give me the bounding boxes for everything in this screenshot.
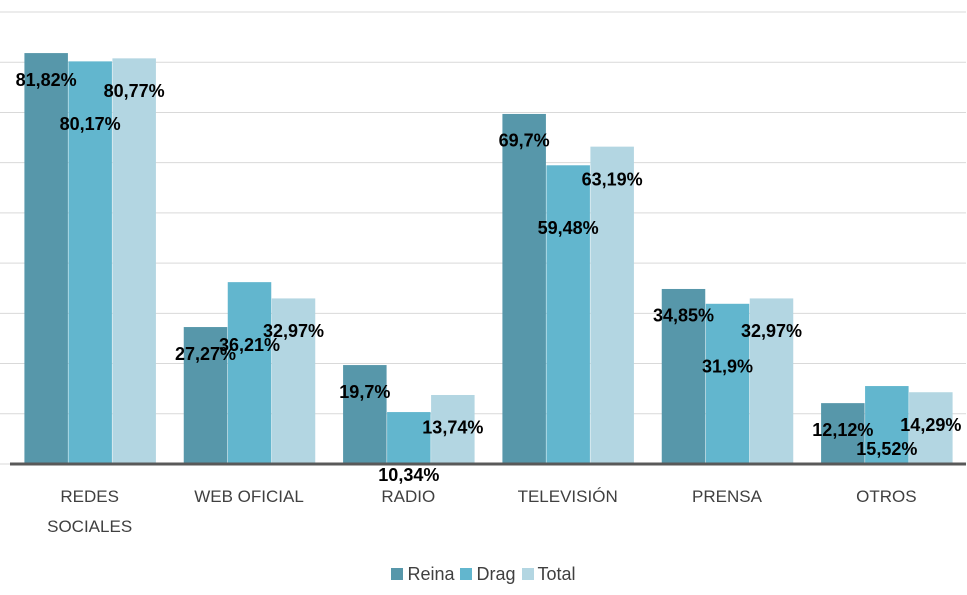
data-label: 80,77% — [104, 81, 165, 101]
data-label: 32,97% — [263, 321, 324, 341]
bar — [705, 303, 750, 464]
bar — [227, 282, 272, 464]
data-label: 13,74% — [422, 418, 483, 438]
data-label: 59,48% — [538, 218, 599, 238]
bar — [431, 394, 475, 464]
bar — [112, 58, 156, 465]
bar — [183, 327, 228, 464]
bar — [546, 165, 590, 464]
legend-swatch — [521, 568, 534, 580]
bar — [24, 53, 68, 464]
data-label: 63,19% — [582, 169, 643, 189]
data-label: 69,7% — [499, 131, 550, 151]
x-tick-label: OTROS — [856, 487, 917, 506]
x-tick-label: RADIO — [381, 487, 436, 506]
data-label: 34,85% — [653, 306, 714, 326]
legend: Reina Drag Total — [0, 564, 967, 585]
data-label: 14,29% — [900, 415, 961, 435]
legend-label: Drag — [476, 564, 516, 584]
x-tick-label: REDES SOCIALES — [47, 487, 133, 536]
data-label: 12,12% — [812, 420, 873, 440]
bar — [661, 288, 706, 464]
data-label: 80,17% — [60, 114, 121, 134]
bar — [343, 365, 387, 464]
data-label: 15,52% — [856, 439, 917, 459]
data-label: 31,9% — [702, 357, 753, 377]
bar — [271, 298, 316, 464]
bar — [590, 146, 634, 464]
legend-item: Reina — [391, 564, 454, 585]
data-label: 81,82% — [16, 70, 77, 90]
bar — [68, 61, 112, 465]
bar — [387, 412, 431, 464]
data-label: 32,97% — [741, 321, 802, 341]
legend-label: Reina — [407, 564, 455, 584]
x-tick-label: TELEVISIÓN — [517, 487, 618, 506]
legend-item: Drag — [460, 564, 516, 585]
bar — [502, 113, 546, 464]
legend-swatch — [460, 568, 473, 580]
bar — [909, 392, 953, 464]
legend-label: Total — [537, 564, 576, 584]
bar — [821, 403, 865, 464]
data-label: 10,34% — [378, 465, 439, 485]
data-label: 19,7% — [339, 382, 390, 402]
legend-swatch — [391, 568, 404, 580]
x-tick-label: PRENSA — [692, 487, 762, 506]
data-label: 27,27% — [175, 344, 236, 364]
x-tick-label: WEB OFICIAL — [194, 487, 304, 506]
bar — [865, 386, 909, 464]
bar — [749, 298, 794, 464]
data-label: 36,21% — [219, 335, 280, 355]
legend-item: Total — [521, 564, 576, 585]
